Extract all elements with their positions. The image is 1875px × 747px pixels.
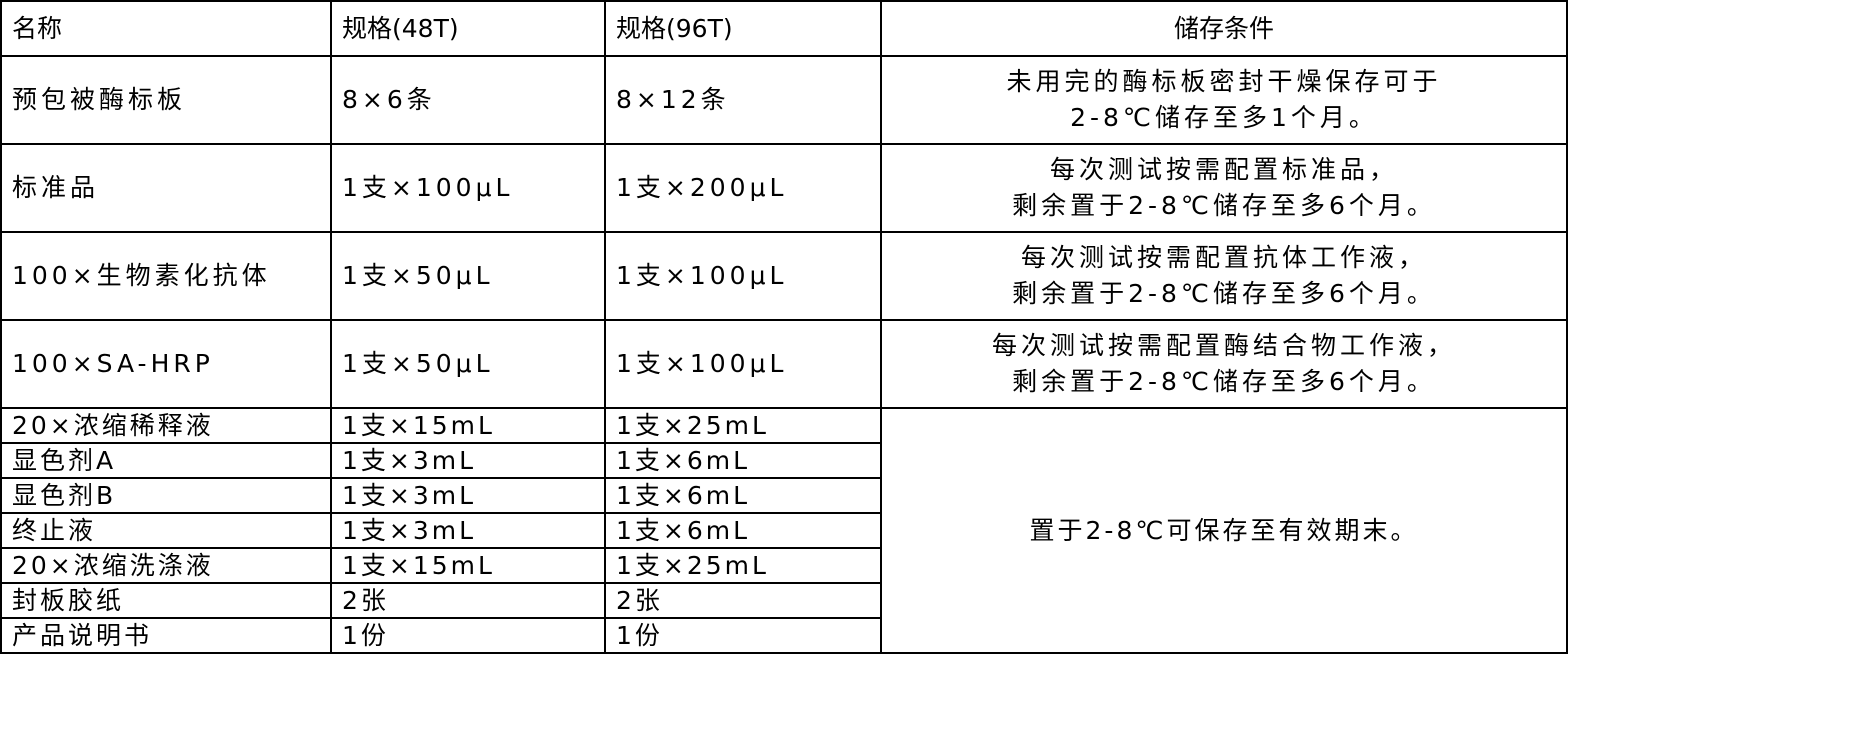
cell-spec-96: 1支×6mL xyxy=(604,477,882,514)
cell-name: 终止液 xyxy=(0,512,332,549)
storage-line-1: 每次测试按需配置酶结合物工作液， xyxy=(991,330,1456,360)
cell-storage: 未用完的酶标板密封干燥保存可于 2-8℃储存至多1个月。 xyxy=(880,55,1568,145)
table-row: 预包被酶标板 8×6条 8×12条 未用完的酶标板密封干燥保存可于 2-8℃储存… xyxy=(0,55,1568,145)
column-header-spec-48: 规格(48T) xyxy=(330,0,606,57)
storage-line-1: 每次测试按需配置标准品， xyxy=(1049,154,1398,184)
cell-spec-48: 1支×100μL xyxy=(330,143,606,233)
cell-storage: 每次测试按需配置标准品， 剩余置于2-8℃储存至多6个月。 xyxy=(880,143,1568,233)
kit-components-table: 名称 规格(48T) 规格(96T) 储存条件 预包被酶标板 8×6条 8×12… xyxy=(0,0,1568,654)
storage-line-2: 剩余置于2-8℃储存至多6个月。 xyxy=(1012,191,1436,220)
cell-spec-96: 1支×6mL xyxy=(604,442,882,479)
cell-spec-48: 1支×15mL xyxy=(330,547,606,584)
table-row: 显色剂B 1支×3mL 1支×6mL xyxy=(0,477,1567,514)
table-row: 显色剂A 1支×3mL 1支×6mL xyxy=(0,442,1567,479)
cell-spec-48: 1支×15mL xyxy=(330,407,606,444)
cell-name: 产品说明书 xyxy=(0,617,332,654)
cell-spec-48: 1支×50μL xyxy=(330,231,606,321)
storage-line-1: 未用完的酶标板密封干燥保存可于 xyxy=(1006,66,1442,96)
table-row: 100×SA-HRP 1支×50μL 1支×100μL 每次测试按需配置酶结合物… xyxy=(0,319,1568,409)
cell-spec-96: 1支×25mL xyxy=(604,407,882,444)
cell-spec-96: 2张 xyxy=(604,582,882,619)
cell-spec-48: 2张 xyxy=(330,582,606,619)
header-row: 名称 规格(48T) 规格(96T) 储存条件 xyxy=(0,0,1568,57)
column-header-spec-96: 规格(96T) xyxy=(604,0,882,57)
table-row: 100×生物素化抗体 1支×50μL 1支×100μL 每次测试按需配置抗体工作… xyxy=(0,231,1568,321)
cell-spec-48: 1支×3mL xyxy=(330,477,606,514)
cell-storage: 每次测试按需配置酶结合物工作液， 剩余置于2-8℃储存至多6个月。 xyxy=(880,319,1568,409)
cell-spec-96: 1支×100μL xyxy=(604,231,882,321)
cell-name: 100×SA-HRP xyxy=(0,319,332,409)
cell-name: 20×浓缩洗涤液 xyxy=(0,547,332,584)
cell-spec-96: 1支×25mL xyxy=(604,547,882,584)
cell-spec-96: 1支×100μL xyxy=(604,319,882,409)
storage-line-2: 2-8℃储存至多1个月。 xyxy=(1070,103,1378,132)
cell-name: 100×生物素化抗体 xyxy=(0,231,332,321)
storage-line-1: 每次测试按需配置抗体工作液， xyxy=(1020,242,1427,272)
column-header-storage: 储存条件 xyxy=(880,0,1568,57)
cell-spec-48: 1支×3mL xyxy=(330,442,606,479)
cell-spec-48: 8×6条 xyxy=(330,55,606,145)
table-row: 20×浓缩稀释液 1支×15mL 1支×25mL 置于2-8℃可保存至有效期末。 xyxy=(0,407,1568,654)
cell-spec-96: 8×12条 xyxy=(604,55,882,145)
cell-name: 显色剂A xyxy=(0,442,332,479)
cell-name: 标准品 xyxy=(0,143,332,233)
table-row: 封板胶纸 2张 2张 xyxy=(0,582,1567,619)
cell-spec-96: 1份 xyxy=(604,617,882,654)
table-body: 预包被酶标板 8×6条 8×12条 未用完的酶标板密封干燥保存可于 2-8℃储存… xyxy=(0,55,1568,654)
storage-line-2: 剩余置于2-8℃储存至多6个月。 xyxy=(1012,367,1436,396)
table-row: 标准品 1支×100μL 1支×200μL 每次测试按需配置标准品， 剩余置于2… xyxy=(0,143,1568,233)
cell-spec-96: 1支×6mL xyxy=(604,512,882,549)
table-row: 20×浓缩洗涤液 1支×15mL 1支×25mL xyxy=(0,547,1567,584)
cell-spec-48: 1支×50μL xyxy=(330,319,606,409)
column-header-name: 名称 xyxy=(0,0,332,57)
cell-spec-96: 1支×200μL xyxy=(604,143,882,233)
cell-name: 20×浓缩稀释液 xyxy=(0,407,332,444)
table-row: 产品说明书 1份 1份 xyxy=(0,617,1567,654)
cell-spec-48: 1支×3mL xyxy=(330,512,606,549)
cell-name: 显色剂B xyxy=(0,477,332,514)
cell-storage-merged: 置于2-8℃可保存至有效期末。 xyxy=(880,407,1568,654)
cell-name: 封板胶纸 xyxy=(0,582,332,619)
table-header: 名称 规格(48T) 规格(96T) 储存条件 xyxy=(0,0,1568,57)
table-row: 终止液 1支×3mL 1支×6mL xyxy=(0,512,1567,549)
cell-storage: 每次测试按需配置抗体工作液， 剩余置于2-8℃储存至多6个月。 xyxy=(880,231,1568,321)
storage-line-2: 剩余置于2-8℃储存至多6个月。 xyxy=(1012,279,1436,308)
cell-name: 预包被酶标板 xyxy=(0,55,332,145)
cell-spec-48: 1份 xyxy=(330,617,606,654)
